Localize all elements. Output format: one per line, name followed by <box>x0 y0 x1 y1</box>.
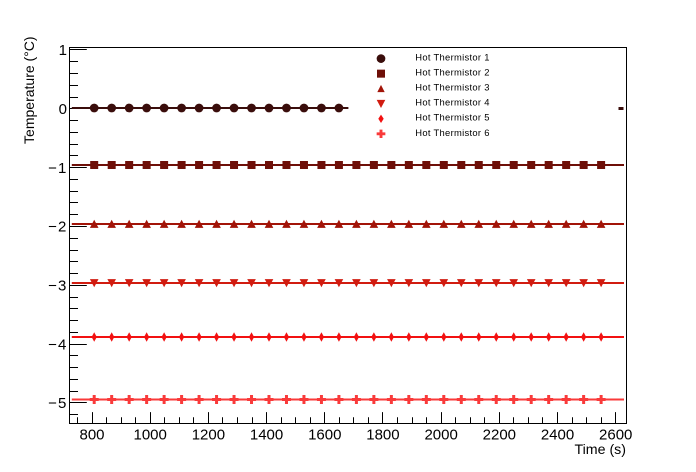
svg-text:1000: 1000 <box>134 427 167 444</box>
svg-text:Hot Thermistor 3: Hot Thermistor 3 <box>415 82 489 93</box>
svg-text:1: 1 <box>59 42 67 59</box>
svg-text:Hot Thermistor 4: Hot Thermistor 4 <box>415 97 489 108</box>
svg-text:800: 800 <box>79 427 104 444</box>
svg-text:Time (s): Time (s) <box>575 442 627 458</box>
svg-text:0: 0 <box>59 101 67 118</box>
svg-text:−3: −3 <box>48 277 68 294</box>
svg-text:Hot Thermistor 6: Hot Thermistor 6 <box>415 127 489 138</box>
svg-text:−1: −1 <box>48 160 68 177</box>
svg-text:2000: 2000 <box>424 427 457 444</box>
svg-text:−2: −2 <box>48 219 68 236</box>
svg-text:Hot Thermistor 2: Hot Thermistor 2 <box>415 67 489 78</box>
svg-text:2200: 2200 <box>483 427 516 444</box>
svg-text:Temperature (°C): Temperature (°C) <box>21 36 37 144</box>
svg-text:−5: −5 <box>48 395 68 412</box>
svg-text:2600: 2600 <box>599 427 632 444</box>
svg-text:Hot Thermistor 1: Hot Thermistor 1 <box>415 52 489 63</box>
svg-text:1600: 1600 <box>308 427 341 444</box>
svg-text:2400: 2400 <box>541 427 574 444</box>
svg-text:1800: 1800 <box>366 427 399 444</box>
svg-text:−4: −4 <box>48 336 68 353</box>
svg-text:1200: 1200 <box>192 427 225 444</box>
svg-text:1400: 1400 <box>250 427 283 444</box>
svg-text:Hot Thermistor 5: Hot Thermistor 5 <box>415 112 489 123</box>
